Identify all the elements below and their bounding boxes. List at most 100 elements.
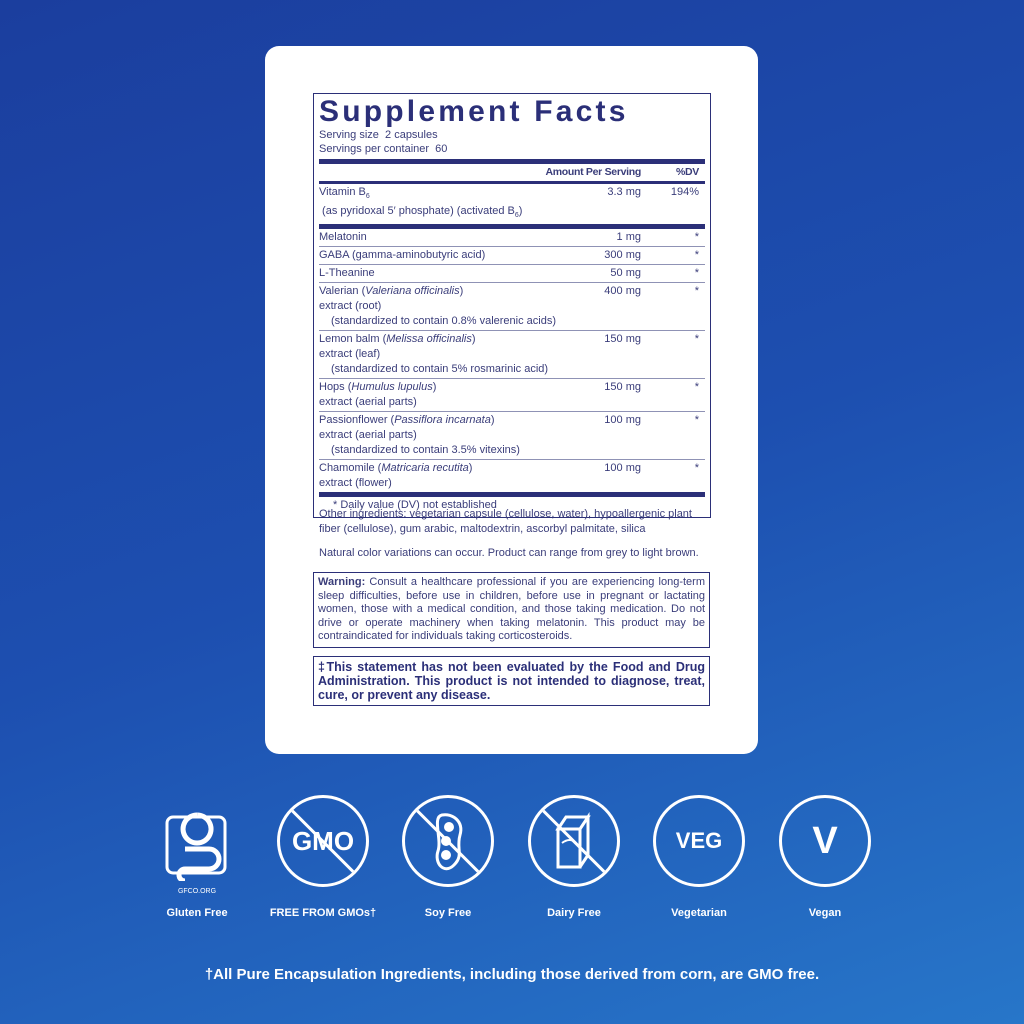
other-ingredients: Other ingredients: vegetarian capsule (c… — [319, 508, 692, 535]
warning-label: Warning: — [318, 576, 366, 588]
amount: 3.3 mg — [607, 186, 641, 198]
ingredient-part: extract (root) — [319, 300, 382, 313]
ingredient-row: Passionflower (Passiflora incarnata) extr… — [319, 412, 705, 461]
standardization: (standardized to contain 3.5% vitexins) — [331, 444, 520, 457]
badge-label: Gluten Free — [166, 907, 228, 919]
vegetarian-icon: VEG — [652, 795, 746, 887]
paren: ) — [468, 462, 473, 475]
dv: 194% — [670, 186, 699, 198]
vitamin-b6-row: Vitamin B6 (as pyridoxal 5′ phosphate) (… — [319, 184, 705, 224]
divider — [319, 492, 705, 498]
latin-name: Passiflora incarnata — [394, 414, 491, 427]
nutrient-desc: (as pyridoxal 5′ phosphate) (activated B — [319, 205, 515, 218]
dairy-free-icon — [527, 795, 621, 887]
ingredient-part: extract (aerial parts) — [319, 396, 417, 409]
badge-label: FREE FROM GMOs† — [269, 907, 377, 919]
amount: 150 mg — [604, 381, 641, 394]
ingredient-name: L-Theanine — [319, 267, 375, 280]
ingredient-part: extract (aerial parts) — [319, 429, 417, 442]
badge-label: Dairy Free — [547, 907, 601, 919]
divider — [319, 181, 705, 184]
dv-footnote: * Daily value (DV) not established — [333, 499, 497, 512]
fda-disclaimer: ‡This statement has not been evaluated b… — [313, 656, 710, 706]
subscript: 6 — [365, 193, 370, 201]
paren: ) — [432, 381, 437, 394]
dv: * — [694, 249, 699, 262]
paren: ) — [518, 205, 523, 218]
dv: * — [694, 267, 699, 280]
badge-label: Vegan — [808, 907, 842, 919]
veg-text: VEG — [675, 828, 723, 853]
amount: 1 mg — [616, 231, 641, 244]
ingredient-row: GABA (gamma-aminobutyric acid) 300 mg * — [319, 247, 705, 266]
dv: * — [694, 231, 699, 244]
badge-vegan: V Vegan — [778, 795, 872, 919]
subscript: 6 — [514, 212, 519, 220]
nutrient-name: Vitamin B — [319, 186, 366, 198]
ingredient-row: Chamomile (Matricaria recutita) extract (… — [319, 460, 705, 492]
ingredient-name: Valerian ( — [319, 285, 366, 298]
ingredient-row: Lemon balm (Melissa officinalis) extract … — [319, 331, 705, 380]
ingredient-part: extract (flower) — [319, 477, 392, 490]
paren: ) — [459, 285, 464, 298]
standardization: (standardized to contain 5% rosmarinic a… — [331, 363, 549, 376]
warning-box: Warning: Consult a healthcare profession… — [313, 572, 710, 648]
divider — [319, 159, 705, 164]
latin-name: Valeriana officinalis — [365, 285, 460, 298]
badge-vegetarian: VEG Vegetarian — [652, 795, 746, 919]
gmo-footer-note: †All Pure Encapsulation Ingredients, inc… — [204, 966, 820, 983]
paren: ) — [490, 414, 495, 427]
col-amount: Amount Per Serving — [545, 166, 641, 178]
amount: 150 mg — [604, 333, 641, 346]
dv: * — [694, 333, 699, 346]
ingredient-part: extract (leaf) — [319, 348, 381, 361]
amount: 50 mg — [610, 267, 641, 280]
badge-free-from-gmos-: GMO FREE FROM GMOs† — [270, 795, 376, 919]
v-text: V — [812, 819, 838, 862]
amount: 300 mg — [604, 249, 641, 262]
color-note: Natural color variations can occur. Prod… — [319, 547, 699, 559]
col-dv: %DV — [675, 166, 699, 178]
serving-size: Serving size 2 capsules — [319, 129, 438, 141]
latin-name: Melissa officinalis — [386, 333, 472, 346]
ingredient-name: GABA (gamma-aminobutyric acid) — [319, 249, 486, 262]
badge-dairy-free: Dairy Free — [527, 795, 621, 919]
column-header: Amount Per Serving %DV — [319, 164, 705, 181]
ingredient-name: Passionflower ( — [319, 414, 395, 427]
badge-label: Vegetarian — [671, 907, 727, 919]
warning-text: Consult a healthcare professional if you… — [318, 576, 705, 642]
amount: 400 mg — [604, 285, 641, 298]
ingredient-name: Lemon balm ( — [319, 333, 387, 346]
latin-name: Matricaria recutita — [381, 462, 469, 475]
badge-label: Soy Free — [424, 907, 472, 919]
vegan-icon: V — [778, 795, 872, 887]
supplement-facts-panel: Supplement Facts Serving size 2 capsules… — [313, 93, 711, 519]
latin-name: Humulus lupulus — [351, 381, 433, 394]
dv: * — [694, 462, 699, 475]
amount: 100 mg — [604, 414, 641, 427]
label-card: Supplement Facts Serving size 2 capsules… — [265, 46, 758, 754]
servings-per-container: Servings per container 60 — [319, 143, 448, 155]
gmo-free-icon: GMO — [276, 795, 370, 887]
paren: ) — [471, 333, 476, 346]
amount: 100 mg — [604, 462, 641, 475]
dv: * — [694, 285, 699, 298]
gfco-text: GFCO.ORG — [177, 888, 217, 895]
ingredient-row: Valerian (Valeriana officinalis) extract … — [319, 283, 705, 332]
gluten-free-icon: GFCO.ORG — [150, 809, 244, 895]
ingredient-row: Melatonin 1 mg * — [319, 229, 705, 248]
badge-soy-free: Soy Free — [401, 795, 495, 919]
ingredient-name: Chamomile ( — [319, 462, 382, 475]
ingredient-name: Hops ( — [319, 381, 352, 394]
divider — [319, 224, 705, 230]
facts-title: Supplement Facts — [319, 95, 629, 128]
ingredient-name: Melatonin — [319, 231, 367, 244]
gfco-logo: GFCO.ORG — [165, 809, 229, 895]
soy-free-icon — [401, 795, 495, 887]
dv: * — [694, 381, 699, 394]
standardization: (standardized to contain 0.8% valerenic … — [331, 315, 557, 328]
ingredient-row: L-Theanine 50 mg * — [319, 265, 705, 284]
dv: * — [694, 414, 699, 427]
badge-gluten-free: GFCO.ORG Gluten Free — [150, 795, 244, 919]
ingredient-row: Hops (Humulus lupulus) extract (aerial pa… — [319, 379, 705, 413]
